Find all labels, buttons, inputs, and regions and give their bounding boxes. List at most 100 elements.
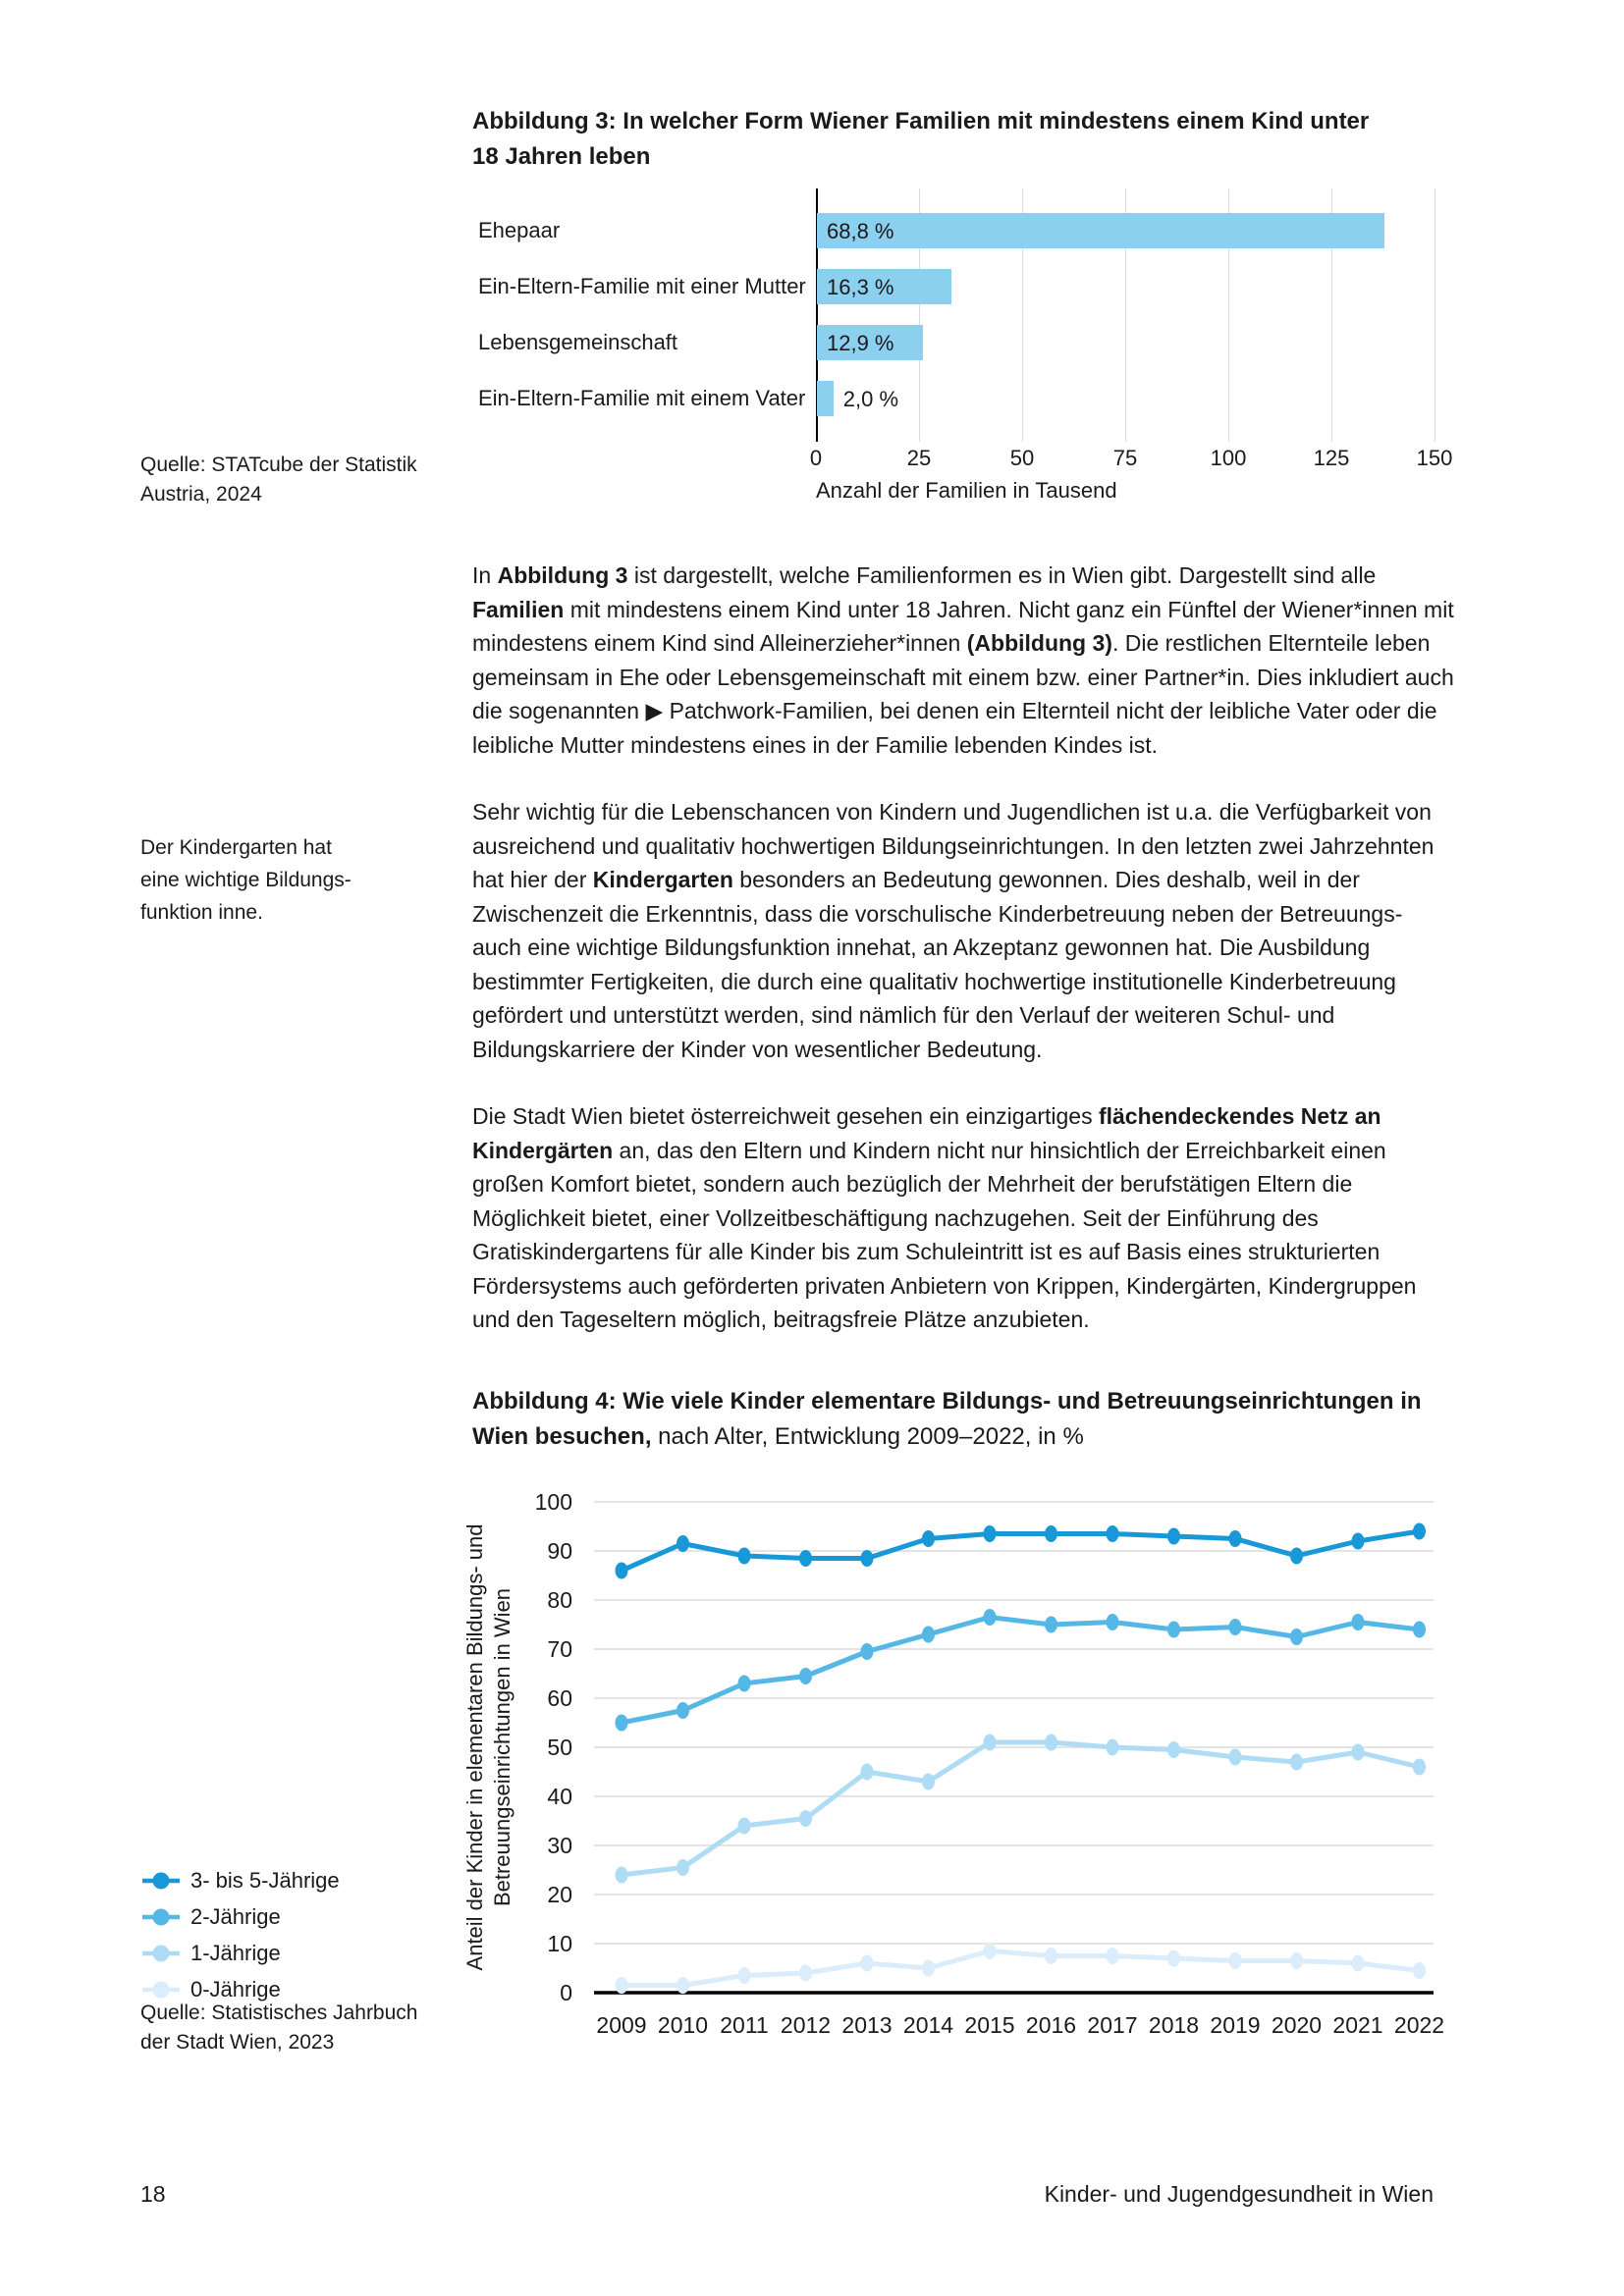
figure4-xtick-label: 2022	[1394, 2012, 1444, 2038]
figure4-xtick-label: 2011	[720, 2012, 768, 2038]
figure4-data-point	[1228, 1748, 1242, 1766]
figure3-gridline	[1331, 188, 1332, 442]
figure4-line-1-Jährige	[621, 1739, 1421, 1878]
figure3-bar: 16,3 %	[817, 269, 951, 304]
figure3-bar: 12,9 %	[817, 325, 924, 360]
figure4-data-point	[1106, 1614, 1119, 1630]
figure3-xtick-label: 75	[1112, 446, 1138, 470]
figure4-data-point	[983, 1943, 997, 1959]
figure4-ytick-label: 60	[547, 1685, 572, 1711]
figure3-category-label: Ein-Eltern-Familie mit einem Vater	[478, 386, 806, 410]
figure4-data-point	[799, 1810, 812, 1827]
figure3-xtick-label: 0	[809, 446, 823, 470]
figure3-y-axis-line	[816, 188, 818, 442]
figure4-xtick-label: 2021	[1332, 2012, 1382, 2038]
legend-label: 1-Jährige	[190, 1940, 281, 1965]
legend-item: 2-Jährige	[140, 1898, 340, 1935]
figure4-y-axis-label: Anteil der Kinder in elementaren Bildung…	[462, 1524, 487, 1971]
figure3-gridline	[1125, 188, 1126, 442]
figure4-data-point	[922, 1773, 935, 1790]
legend-item: 0-Jährige	[140, 1971, 340, 2007]
footer-document-title: Kinder- und Jugendgesundheit in Wien	[1044, 2181, 1434, 2207]
figure4-data-point	[1290, 1952, 1303, 1969]
figure4-data-point	[1045, 1734, 1057, 1751]
legend-item: 1-Jährige	[140, 1935, 340, 1971]
figure4-ytick-label: 20	[547, 1882, 572, 1907]
figure4-data-point	[983, 1525, 997, 1542]
figure4-data-point	[860, 1763, 874, 1781]
figure4-data-point	[737, 1547, 751, 1565]
figure4-data-point	[922, 1530, 935, 1547]
figure4-data-point	[615, 1866, 628, 1884]
figure3-title-line2: 18 Jahren leben	[472, 143, 651, 170]
figure4-data-point	[1413, 1758, 1426, 1776]
figure4-source-note: Quelle: Statistisches Jahrbuch der Stadt …	[140, 2002, 418, 2054]
figure4-data-point	[615, 1714, 628, 1732]
paragraph-3: Die Stadt Wien bietet österreichweit ges…	[472, 1103, 1417, 1332]
figure4-data-point	[737, 1675, 751, 1692]
figure4-data-point	[1413, 1522, 1426, 1540]
figure4-xtick-label: 2017	[1087, 2012, 1137, 2038]
figure3-bars: 68,8 % 16,3 % 12,9 % 2,0 %	[816, 188, 1435, 442]
figure3-xtick-label: 50	[1009, 446, 1035, 470]
figure4-data-point	[615, 1562, 628, 1579]
figure4-data-point	[1045, 1616, 1057, 1633]
figure4-data-point	[1106, 1948, 1119, 1964]
figure4-line-2-Jährige	[621, 1615, 1420, 1726]
legend-label: 0-Jährige	[190, 1976, 281, 2002]
figure4-data-point	[799, 1964, 812, 1982]
figure4-ytick-label: 90	[547, 1538, 572, 1564]
figure4-data-point	[1228, 1952, 1242, 1969]
figure4-data-point	[737, 1817, 751, 1835]
figure4-data-point	[1106, 1738, 1119, 1756]
figure4-chart-svg: 0 10 20 30 40 50 60 70 80 90 100 2009 2010 2011 2012 20…	[462, 1489, 1444, 2038]
figure4-title-bold1: Abbildung 4: Wie viele Kinder elementare…	[472, 1388, 1422, 1415]
figure3-title-line1: Abbildung 3: In welcher Form Wiener Fami…	[472, 108, 1370, 134]
body-paragraphs: In Abbildung 3 ist dargestellt, welche F…	[472, 559, 1456, 1370]
figure4-data-point	[922, 1959, 935, 1977]
figure4-ytick-label: 80	[547, 1587, 572, 1613]
figure4-ytick-label: 10	[547, 1931, 572, 1956]
figure4-line-0-Jährige	[622, 1949, 1420, 1988]
figure4-legend: 3- bis 5-Jährige 2-Jährige 1-Jährige 0-Jähr…	[140, 1862, 340, 2007]
figure3-plot: 68,8 % 16,3 % 12,9 % 2,0 %	[816, 188, 1435, 442]
figure3-category-label: Lebensgemeinschaft	[478, 330, 678, 354]
legend-line-marker-icon	[142, 1908, 180, 1925]
figure4-ytick-label: 40	[547, 1784, 572, 1809]
figure4-data-point	[1290, 1753, 1303, 1771]
figure3-source-note: Quelle: STATcube der Statistik Austria, 2…	[140, 454, 417, 506]
figure3-category-label: Ehepaar	[478, 218, 561, 242]
figure4-data-point	[860, 1954, 874, 1972]
legend-line-marker-icon	[142, 1981, 180, 1998]
figure3-title: Abbildung 3: In welcher Form Wiener Fami…	[472, 104, 1484, 175]
figure3-gridline	[919, 188, 920, 442]
figure4-data-point	[1351, 1743, 1365, 1761]
figure4-xtick-label: 2010	[658, 2012, 708, 2038]
figure3-xtick-label: 100	[1210, 446, 1247, 470]
figure3-categories: Ehepaar Ein-Eltern-Familie mit einer Mutt…	[478, 188, 812, 442]
figure3-bar-value-label: 12,9 %	[827, 331, 894, 355]
figure4-y-axis-label: Betreuungseinrichtungen in Wien	[490, 1588, 514, 1906]
figure4-data-point	[737, 1967, 751, 1984]
figure4-data-point	[1045, 1525, 1057, 1542]
figure4-data-point	[799, 1668, 812, 1684]
figure4-ytick-label: 0	[560, 1980, 572, 2005]
figure4-line-3- bis 5-Jährige	[620, 1528, 1420, 1574]
figure4-xtick-label: 2016	[1026, 2012, 1076, 2038]
figure4-xtick-label: 2014	[903, 2012, 953, 2038]
page-number: 18	[140, 2181, 166, 2207]
figure4-ytick-label: 70	[547, 1636, 572, 1662]
figure4-data-point	[677, 1859, 689, 1876]
figure4-data-point	[1351, 1954, 1365, 1972]
figure4-data-point	[1228, 1619, 1242, 1635]
figure4-xtick-label: 2015	[964, 2012, 1014, 2038]
figure4-data-point	[922, 1626, 935, 1643]
figure4-data-point	[1167, 1949, 1180, 1967]
figure4-xtick-label: 2020	[1272, 2012, 1322, 2038]
figure3-xtick-label: 150	[1416, 446, 1453, 470]
figure4-data-point	[677, 1702, 689, 1719]
figure4-xtick-label: 2018	[1149, 2012, 1199, 2038]
figure4-title: Abbildung 4: Wie viele Kinder elementare…	[472, 1384, 1484, 1455]
figure3-xtick-label: 125	[1313, 446, 1350, 470]
figure3-bar-chart: Ehepaar Ein-Eltern-Familie mit einer Mutt…	[472, 188, 1452, 517]
